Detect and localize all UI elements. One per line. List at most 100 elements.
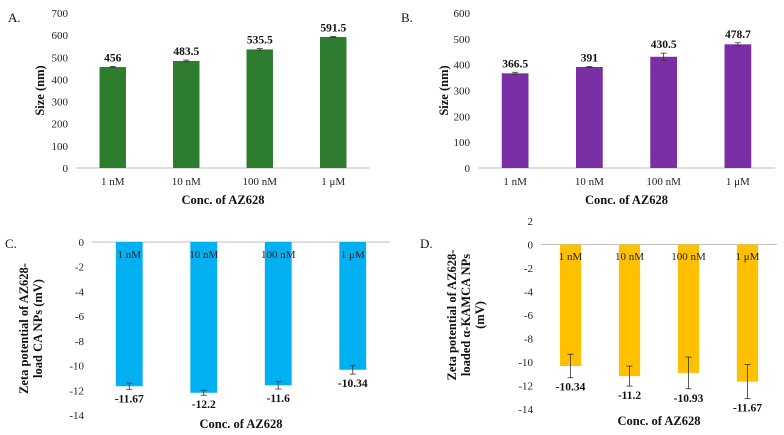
error-bar [586,66,593,68]
y-tick-label: 200 [52,119,69,131]
y-tick-label: 600 [454,8,471,20]
y-tick-label: 300 [52,97,69,109]
error-bar [744,364,751,400]
y-tick-label: 0 [63,163,69,175]
chart-panel-d: D. 2 0 -2 -4 -6 -8 -10 -12 -14 -10.34 1 nM -11.2 10 n… [420,216,777,428]
x-axis-title: Conc. of AZ628 [618,414,701,428]
data-label: -12.2 [192,399,216,411]
error-bar [330,36,337,38]
data-label: 535.5 [247,35,273,47]
bar [339,242,367,370]
y-tick-label: 400 [454,60,471,72]
y-tick-label: 500 [52,52,69,64]
y-tick-label: 600 [52,30,69,42]
bar [99,67,126,168]
y-tick-label: -6 [75,311,85,323]
bar [724,44,752,169]
y-tick-label: -2 [524,263,533,275]
y-tick-label: -14 [69,410,84,422]
category-label: 1 nM [101,176,125,188]
category-label: 1 nM [117,249,141,261]
y-tick-label: -8 [524,334,534,346]
data-label: -11.67 [115,393,144,405]
y-tick-label: -4 [75,286,85,298]
data-label: -10.93 [674,393,704,405]
y-tick-label: 700 [52,8,69,20]
bar [320,37,347,169]
error-bar [200,389,207,396]
category-label: 1 μM [321,176,345,188]
y-tick-label: -2 [75,262,84,274]
y-tick-label: -14 [518,404,533,416]
error-bar [626,365,633,387]
data-label: 591.5 [320,23,346,35]
data-label: 366.5 [502,58,528,70]
panel-label: D. [420,236,433,251]
error-bar [512,71,519,75]
error-bar [275,381,282,390]
y-axis-title: Zeta potential of AZ628-loaded α-KAMCA N… [445,250,487,381]
category-label: 1 nM [503,176,527,188]
bar [264,242,292,386]
category-label: 1 nM [559,251,583,263]
category-label: 100 nM [671,251,706,263]
category-label: 10 nM [575,176,604,188]
y-tick-label: -10 [69,361,84,373]
y-tick-label: 400 [52,74,69,86]
category-label: 10 nM [615,251,644,263]
error-bar [734,42,741,47]
panel-label: A. [8,10,21,25]
chart-panel-c: C. 0 -2 -4 -6 -8 -10 -12 -14 -11.67 1 nM -12.2 10 nM… [5,236,390,431]
category-label: 100 nM [242,176,277,188]
error-bar [126,382,133,390]
error-bar [349,365,356,375]
panel-label: B. [401,10,413,25]
data-label: -11.2 [618,390,642,402]
bar [576,66,603,168]
error-bar [183,59,190,63]
panel-label: C. [5,236,17,251]
y-tick-label: 300 [454,86,471,98]
y-tick-label: -8 [75,336,85,348]
y-tick-label: -10 [518,357,533,369]
category-label: 1 μM [341,249,365,261]
data-label: -11.67 [733,403,762,415]
error-bar [660,52,667,61]
data-label: -10.34 [556,382,586,394]
category-label: 1 μM [736,251,760,263]
data-label: -10.34 [338,378,368,390]
bar [190,242,218,393]
bar [559,244,582,366]
y-axis-title: Size (nm) [437,65,451,115]
bar [246,49,273,168]
category-label: 100 nM [261,249,296,261]
y-tick-label: 500 [454,34,471,46]
bar [501,73,529,168]
error-bar [685,356,692,390]
y-tick-label: 2 [528,216,534,228]
bar [173,60,200,168]
bar [736,244,759,382]
y-tick-label: 200 [454,111,471,123]
error-bar [567,353,574,379]
x-axis-title: Conc. of AZ628 [585,193,668,207]
y-tick-label: -12 [518,381,533,393]
bar [650,56,677,168]
bar [115,242,143,387]
y-axis-title: Size (nm) [33,65,47,115]
data-label: 430.5 [651,39,677,51]
x-axis-title: Conc. of AZ628 [200,417,283,431]
y-tick-label: -12 [69,385,84,397]
y-tick-label: 100 [454,137,471,149]
x-axis-title: Conc. of AZ628 [182,193,265,207]
y-tick-label: 0 [79,237,85,249]
y-tick-label: 100 [52,141,69,153]
data-label: 483.5 [173,46,199,58]
y-tick-label: -6 [524,310,534,322]
bar [677,244,700,373]
y-tick-label: -4 [524,287,534,299]
error-bar [109,65,116,69]
category-label: 1 μM [726,176,750,188]
y-tick-label: 0 [528,240,534,252]
